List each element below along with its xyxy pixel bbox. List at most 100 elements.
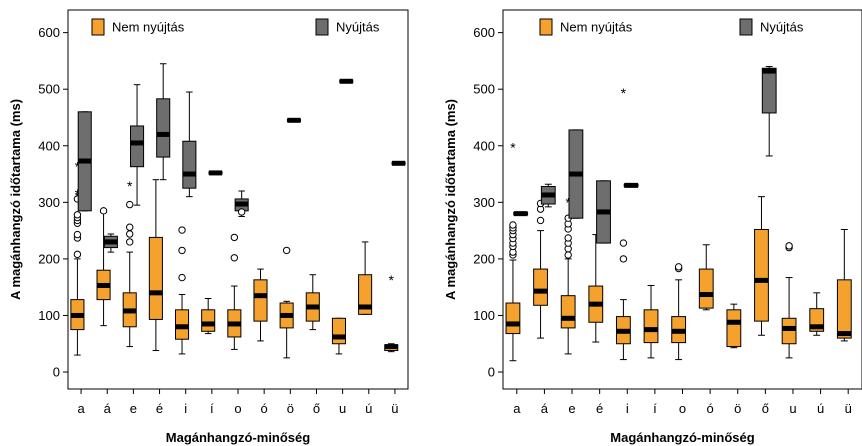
x-tick-label: u: [339, 401, 346, 416]
outlier-star: *: [127, 178, 133, 194]
x-tick-label: ö: [734, 401, 741, 416]
outlier-circle: [73, 211, 82, 219]
y-tick-label: 100: [473, 308, 495, 323]
outlier-circle: [564, 251, 572, 259]
boxplot-nem-nyujtas-7: [253, 268, 268, 342]
median-bar: [569, 171, 583, 177]
median-bar: [588, 301, 603, 307]
box-body: [726, 309, 742, 348]
box-body: [358, 274, 373, 315]
median-bar: [358, 304, 372, 310]
x-tick-label: e: [130, 401, 137, 416]
median-bar: [644, 327, 658, 333]
right-boxplot-panel: 0 100 200 300 400 500 600 a á e é i í o ó ö ő u ú ü Magánhan…: [443, 9, 862, 445]
boxplot-nyujtas-4: [182, 91, 197, 198]
median-bar: [392, 160, 406, 166]
median-bar: [624, 182, 639, 188]
x-tick-label: á: [104, 401, 112, 416]
x-tick-label: ö: [287, 401, 294, 416]
boxplot-nyujtas-2: [130, 84, 145, 206]
x-tick-label: ó: [706, 401, 713, 416]
boxplot-nem-nyujtas-12: *: [384, 272, 399, 353]
outlier-star: *: [75, 186, 81, 202]
outlier-circle: [126, 230, 134, 238]
outlier-circle: [619, 239, 628, 247]
median-bar: [671, 328, 686, 334]
outlier-star: *: [510, 139, 516, 155]
boxplot-nyujtas-1: [103, 233, 118, 253]
outlier-circle: [99, 207, 108, 215]
median-bar: [332, 334, 346, 340]
median-bar: [533, 288, 548, 294]
median-bar: [339, 78, 353, 84]
outlier-circle: [178, 246, 186, 255]
median-bar: [280, 312, 294, 318]
boxplot-nyujtas-4: [623, 182, 639, 188]
x-tick-label: o: [679, 401, 686, 416]
outlier-circle: [536, 216, 545, 225]
median-bar: [754, 277, 769, 283]
x-tick-label: ü: [391, 401, 398, 416]
median-bar: [513, 211, 528, 217]
median-bar: [182, 171, 196, 177]
median-bar: [306, 304, 320, 310]
boxplot-nyujtas-12: [391, 160, 406, 166]
median-bar: [506, 321, 520, 327]
boxplot-nyujtas-0: [513, 211, 529, 217]
median-bar: [809, 324, 824, 330]
box-body: [560, 295, 576, 329]
x-tick-label: ő: [313, 401, 320, 416]
median-bar: [123, 308, 137, 314]
median-bar: [70, 312, 84, 318]
x-tick-label: á: [541, 401, 549, 416]
box-body: [505, 302, 521, 335]
y-tick-label: 300: [38, 195, 60, 210]
boxplot-nem-nyujtas-2: *: [122, 178, 137, 348]
x-tick-label: é: [156, 401, 163, 416]
boxplot-nem-nyujtas-1: [96, 207, 111, 327]
box-body: [781, 317, 797, 345]
x-tick-label: ő: [762, 401, 769, 416]
box-body: [643, 309, 659, 344]
box-body: [836, 279, 852, 339]
boxplot-nem-nyujtas-3: [148, 179, 163, 352]
median-bar: [616, 328, 631, 334]
outlier-circle: [230, 233, 239, 242]
boxplot-nem-nyujtas-5: [643, 284, 659, 359]
outlier-star: *: [621, 85, 627, 101]
median-bar: [287, 117, 301, 123]
y-tick-label: 200: [473, 251, 495, 266]
x-tick-label: ü: [845, 401, 852, 416]
boxplot-nem-nyujtas-9: [754, 196, 769, 336]
y-tick-label: 300: [473, 195, 495, 210]
box-body: [754, 228, 769, 322]
y-tick-label: 0: [53, 365, 60, 380]
boxplot-nem-nyujtas-11: [809, 292, 825, 336]
y-axis-title: A magánhangzó időtartama (ms): [443, 99, 458, 300]
box-body: [253, 279, 268, 322]
median-bar: [130, 140, 144, 146]
legend-label-nem-nyujtas: Nem nyújtás: [560, 20, 633, 35]
median-bar: [227, 321, 241, 327]
boxplot-nem-nyujtas-12: [836, 228, 852, 342]
legend-swatch-nyujtas: [315, 18, 329, 36]
box-body: [331, 317, 346, 345]
outlier-circle: [564, 234, 572, 242]
y-tick-label: 500: [473, 82, 495, 97]
boxplot-nem-nyujtas-2: *: [560, 194, 576, 355]
legend-label-nem-nyujtas: Nem nyújtás: [112, 20, 185, 35]
median-bar: [726, 319, 741, 325]
boxplot-nyujtas-2: [568, 129, 584, 219]
outlier-circle: [230, 254, 239, 262]
boxplot-nem-nyujtas-10: [331, 317, 346, 355]
boxplot-nyujtas-1: [540, 183, 556, 208]
x-tick-label: ú: [817, 401, 824, 416]
x-axis-title: Magánhangzó-minőség: [166, 430, 311, 445]
median-bar: [762, 68, 777, 74]
boxplot-nem-nyujtas-9: [305, 274, 320, 331]
outlier-star: *: [389, 272, 395, 288]
legend-swatch-nem-nyujtas: [539, 18, 553, 36]
box-body: [156, 98, 171, 158]
median-bar: [596, 209, 611, 215]
